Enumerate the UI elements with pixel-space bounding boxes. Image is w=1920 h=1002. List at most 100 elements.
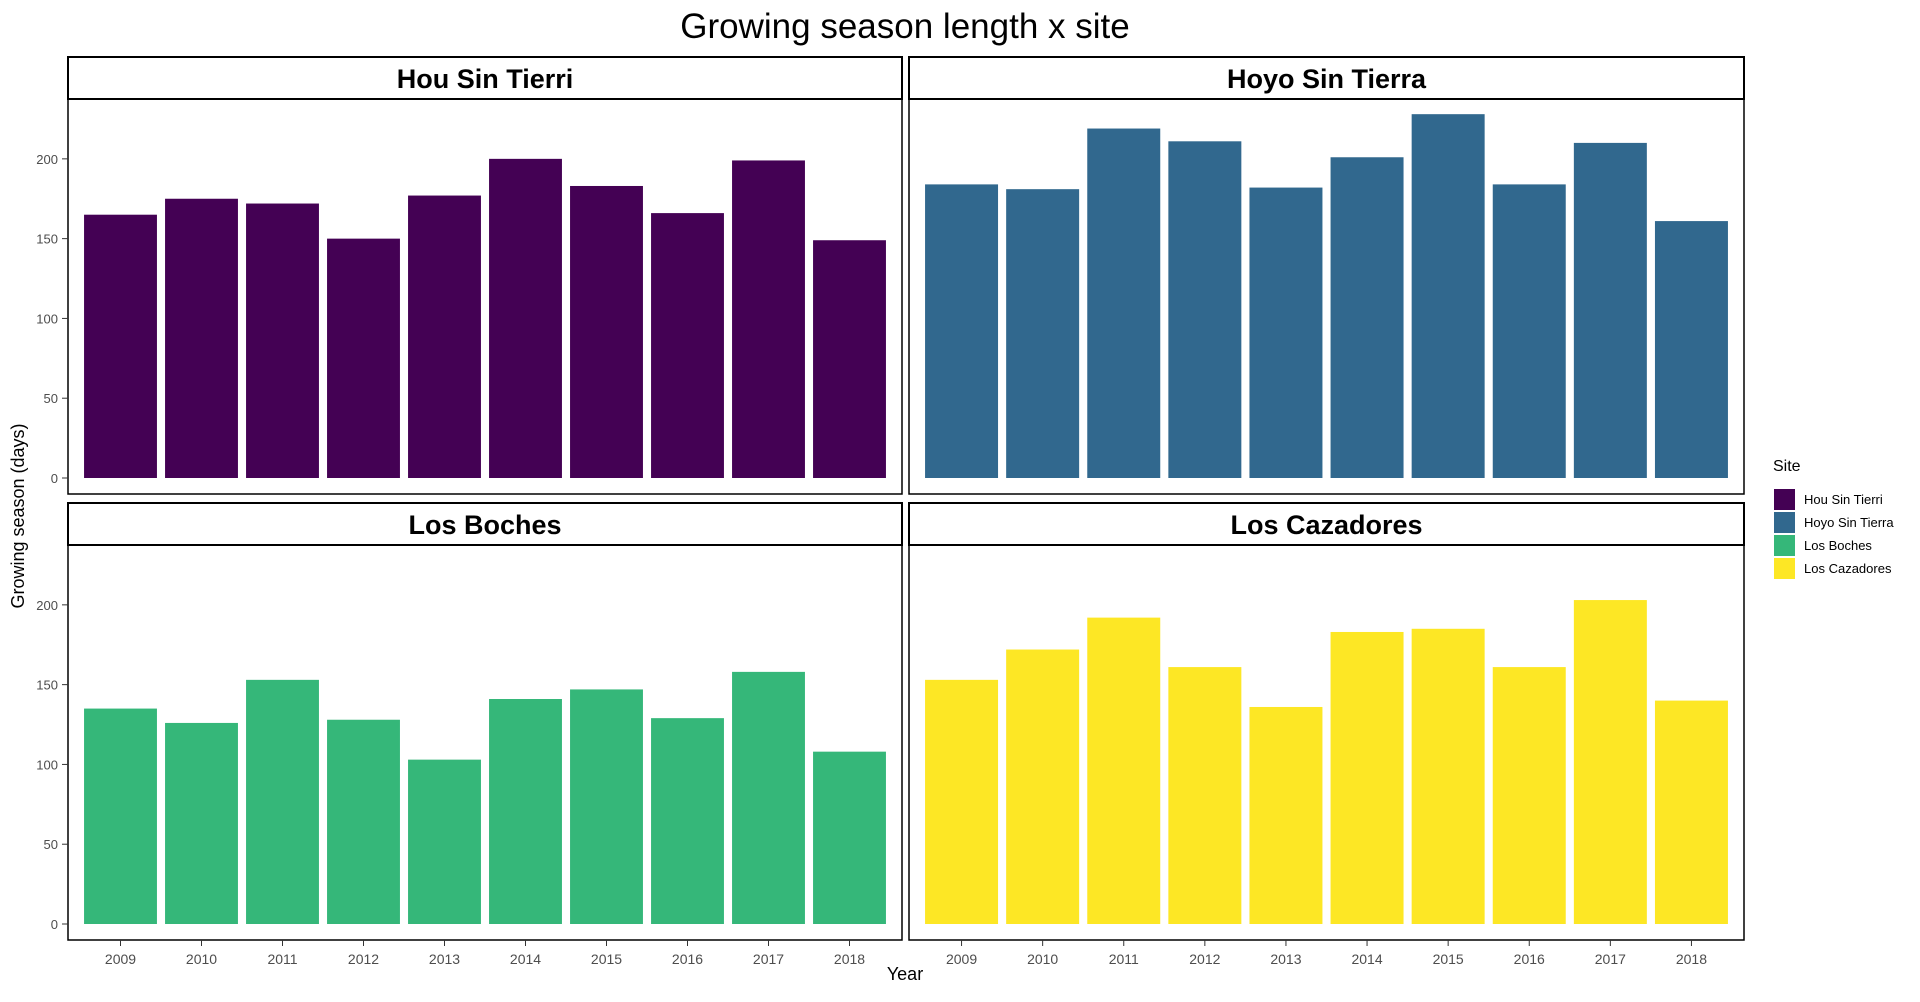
bar (489, 699, 562, 924)
bar (570, 185, 643, 478)
bar (1654, 700, 1728, 924)
x-tick-label: 2013 (429, 951, 460, 967)
bar (408, 195, 481, 478)
legend-swatch (1774, 512, 1795, 533)
bar (925, 679, 999, 924)
x-tick-label: 2017 (753, 951, 784, 967)
bar (1492, 667, 1566, 924)
bar (84, 708, 157, 924)
legend-swatch (1774, 535, 1795, 556)
bar (327, 719, 400, 924)
y-tick-label: 200 (36, 152, 58, 167)
y-tick-label: 150 (36, 232, 58, 247)
facet-strip-label: Hoyo Sin Tierra (1227, 64, 1427, 94)
bar (1006, 189, 1080, 478)
bar (925, 184, 999, 478)
bar (408, 759, 481, 924)
x-tick-label: 2010 (186, 951, 217, 967)
facet-strip (908, 56, 1745, 100)
x-tick-label: 2017 (1595, 951, 1626, 967)
bar (813, 240, 886, 478)
bar (1411, 114, 1485, 478)
facet-panels: Hou Sin Tierri 0 50 100 150 200 Hoyo Sin Tierr… (36, 56, 1745, 967)
bar (1087, 617, 1161, 924)
x-axis-title: Year (887, 964, 923, 984)
x-tick-label: 2014 (1351, 951, 1382, 967)
bar (84, 214, 157, 478)
x-tick-label: 2011 (1109, 951, 1139, 967)
facet-strip (908, 502, 1745, 546)
y-tick-label: 100 (36, 757, 58, 772)
bar (1654, 221, 1728, 478)
bar (165, 722, 238, 924)
bar (1006, 649, 1080, 924)
bar (732, 160, 805, 478)
y-tick-label: 0 (51, 471, 58, 486)
facet-strip (67, 502, 903, 546)
x-tick-label: 2016 (1514, 951, 1545, 967)
panel-border (67, 544, 903, 941)
x-tick-label: 2015 (1433, 951, 1464, 967)
panel-border (67, 98, 903, 495)
bar (1330, 631, 1404, 924)
bar (1249, 706, 1323, 924)
x-tick-label: 2012 (348, 951, 379, 967)
x-tick-label: 2018 (1676, 951, 1707, 967)
bar (327, 238, 400, 478)
bar (570, 689, 643, 924)
bar (1573, 600, 1647, 924)
legend: Site Hou Sin Tierri Hoyo Sin Tierra Los Bo… (1773, 458, 1894, 579)
bar (1573, 142, 1647, 478)
chart-title: Growing season length x site (680, 7, 1129, 46)
bar (165, 198, 238, 478)
y-tick-label: 150 (36, 678, 58, 693)
bar (1249, 187, 1323, 478)
bar (732, 671, 805, 924)
x-tick-label: 2018 (834, 951, 865, 967)
bar (246, 679, 319, 924)
x-tick-label: 2011 (267, 951, 297, 967)
x-tick-label: 2014 (510, 951, 541, 967)
legend-label: Los Cazadores (1804, 561, 1892, 576)
x-tick-label: 2012 (1189, 951, 1220, 967)
x-tick-label: 2009 (105, 951, 136, 967)
facet-strip-label: Los Boches (408, 510, 561, 540)
y-tick-label: 50 (44, 391, 58, 406)
panel-border (908, 98, 1745, 495)
legend-swatch (1774, 558, 1795, 579)
x-tick-label: 2013 (1270, 951, 1301, 967)
bar (246, 203, 319, 478)
facet-panel: Los Boches 0 50 100 150 200 2009 2010 2011 2012 20… (36, 502, 903, 967)
y-tick-label: 0 (51, 917, 58, 932)
bar (813, 751, 886, 924)
y-tick-label: 50 (44, 837, 58, 852)
y-tick-label: 200 (36, 598, 58, 613)
legend-label: Hoyo Sin Tierra (1804, 515, 1894, 530)
legend-label: Hou Sin Tierri (1804, 492, 1883, 507)
bar (1168, 141, 1242, 479)
facet-strip-label: Los Cazadores (1230, 510, 1422, 540)
panel-border (908, 544, 1745, 941)
facet-panel: Hou Sin Tierri 0 50 100 150 200 (36, 56, 903, 495)
bar (1168, 667, 1242, 924)
facet-panel: Hoyo Sin Tierra (908, 56, 1745, 495)
bar (1087, 128, 1161, 478)
bar (489, 158, 562, 478)
y-tick-label: 100 (36, 311, 58, 326)
legend-label: Los Boches (1804, 538, 1872, 553)
x-tick-label: 2016 (672, 951, 703, 967)
legend-title: Site (1773, 458, 1801, 475)
bar (1411, 628, 1485, 924)
bar (1330, 157, 1404, 479)
bar (1492, 184, 1566, 478)
x-tick-label: 2010 (1027, 951, 1058, 967)
bar (651, 213, 724, 478)
facet-strip (67, 56, 903, 100)
legend-items: Hou Sin Tierri Hoyo Sin Tierra Los Boches L… (1774, 489, 1894, 579)
y-axis-title: Growing season (days) (8, 423, 28, 608)
x-tick-label: 2009 (946, 951, 977, 967)
facet-panel: Los Cazadores 2009 2010 2011 2012 2013 2014 201… (908, 502, 1745, 967)
x-tick-label: 2015 (591, 951, 622, 967)
